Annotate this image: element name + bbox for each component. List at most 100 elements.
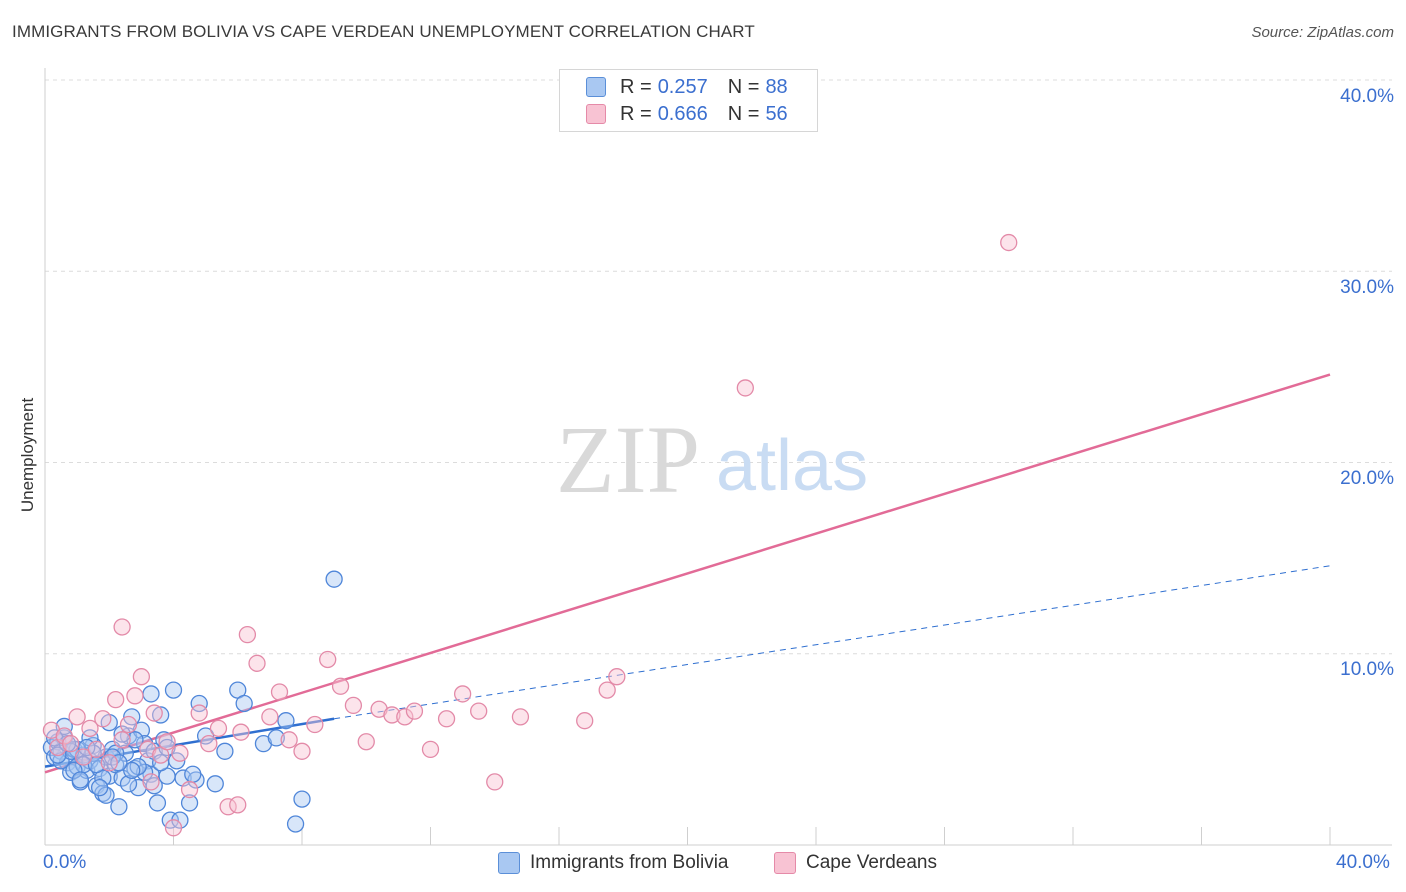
point-cape-verdeans [576, 712, 594, 730]
bottom-legend-bolivia: Immigrants from Bolivia [498, 852, 729, 874]
point-cape-verdeans [107, 691, 125, 709]
point-bolivia [216, 742, 234, 760]
point-bolivia [286, 815, 305, 833]
trend-line-bolivia-dashed [334, 565, 1331, 720]
point-cape-verdeans [171, 744, 189, 762]
legend-r-label: R = [620, 102, 652, 125]
point-cape-verdeans [100, 754, 118, 772]
point-cape-verdeans [94, 710, 112, 728]
point-bolivia [110, 798, 128, 816]
legend-swatch-bolivia [586, 77, 606, 97]
data-points [42, 233, 1018, 837]
point-bolivia [180, 794, 199, 812]
point-cape-verdeans [319, 650, 337, 669]
legend-n-value: 88 [765, 75, 788, 98]
point-cape-verdeans [119, 715, 138, 734]
point-cape-verdeans [209, 719, 228, 737]
legend-row-cape-verdeans: R = 0.666 N = 56 [586, 102, 788, 126]
bottom-legend-swatch-cape-verdeans [774, 852, 796, 874]
point-cape-verdeans [180, 780, 199, 799]
point-cape-verdeans [331, 677, 350, 695]
point-cape-verdeans [142, 773, 160, 791]
point-bolivia [123, 761, 141, 780]
point-bolivia [55, 717, 73, 736]
trend-lines [44, 373, 1331, 774]
y-tick-label-30: 30.0% [1340, 277, 1394, 298]
point-cape-verdeans [68, 708, 86, 726]
gridlines [45, 79, 1392, 655]
point-cape-verdeans [232, 723, 250, 741]
point-cape-verdeans [453, 685, 472, 703]
legend-r-value: 0.257 [657, 75, 708, 98]
point-cape-verdeans [470, 702, 488, 720]
point-cape-verdeans [145, 704, 163, 722]
point-cape-verdeans [293, 742, 311, 760]
legend-r-label: R = [620, 75, 652, 98]
point-bolivia [277, 712, 295, 730]
y-tick-label-20: 20.0% [1340, 468, 1394, 489]
legend-row-bolivia: R = 0.257 N = 88 [586, 75, 788, 99]
point-bolivia [119, 775, 138, 793]
point-cape-verdeans [608, 668, 626, 686]
point-cape-verdeans [229, 796, 247, 814]
point-bolivia [65, 761, 83, 780]
point-cape-verdeans [357, 733, 375, 751]
chart-title: IMMIGRANTS FROM BOLIVIA VS CAPE VERDEAN … [12, 22, 755, 41]
point-cape-verdeans [306, 715, 324, 734]
legend-n-label: N = [727, 102, 760, 125]
bottom-legend-label-bolivia: Immigrants from Bolivia [530, 852, 729, 873]
x-tick-label-min: 0.0% [43, 852, 87, 873]
point-cape-verdeans [238, 625, 257, 644]
point-bolivia [148, 794, 167, 812]
point-cape-verdeans [261, 708, 279, 726]
point-cape-verdeans [248, 654, 266, 672]
point-cape-verdeans [405, 702, 424, 720]
y-tick-label-40: 40.0% [1340, 86, 1394, 107]
point-bolivia [206, 775, 224, 793]
point-bolivia [235, 694, 253, 713]
point-cape-verdeans [396, 708, 414, 726]
point-bolivia [164, 681, 183, 699]
point-cape-verdeans [598, 681, 616, 699]
point-cape-verdeans [383, 706, 401, 724]
point-bolivia [116, 744, 134, 762]
point-cape-verdeans [486, 773, 504, 791]
point-cape-verdeans [1000, 233, 1018, 252]
point-cape-verdeans [158, 733, 176, 751]
point-cape-verdeans [344, 696, 363, 715]
point-bolivia [87, 756, 106, 774]
point-cape-verdeans [81, 719, 99, 737]
watermark-zip: ZIP [556, 406, 700, 513]
legend-n-value: 56 [765, 102, 788, 125]
legend-r-value: 0.666 [657, 102, 708, 125]
watermark-atlas: atlas [716, 426, 868, 506]
axes [44, 68, 1392, 846]
point-bolivia [267, 729, 285, 747]
point-cape-verdeans [113, 731, 131, 749]
point-cape-verdeans [62, 734, 80, 753]
point-bolivia [151, 706, 170, 724]
source-label: Source: ZipAtlas.com [1251, 24, 1394, 41]
point-cape-verdeans [126, 687, 144, 705]
point-cape-verdeans [736, 379, 754, 397]
point-cape-verdeans [437, 710, 456, 728]
trend-line-cape-verdeans [44, 373, 1331, 774]
point-cape-verdeans [200, 734, 218, 753]
point-bolivia [90, 778, 109, 797]
point-cape-verdeans [280, 731, 298, 749]
point-cape-verdeans [421, 740, 440, 759]
legend: R = 0.257 N = 88 R = 0.666 N = 56 [559, 69, 818, 132]
point-cape-verdeans [132, 668, 151, 686]
y-tick-label-10: 10.0% [1340, 659, 1394, 680]
point-bolivia [293, 790, 311, 808]
point-bolivia [110, 754, 128, 772]
legend-swatch-cape-verdeans [586, 104, 606, 124]
point-cape-verdeans [190, 704, 208, 722]
point-cape-verdeans [113, 618, 131, 636]
point-bolivia [325, 570, 343, 588]
point-bolivia [142, 685, 160, 703]
x-tick-label-max: 40.0% [1336, 852, 1390, 873]
point-cape-verdeans [270, 683, 289, 701]
point-bolivia [190, 694, 208, 713]
point-bolivia [71, 771, 89, 789]
